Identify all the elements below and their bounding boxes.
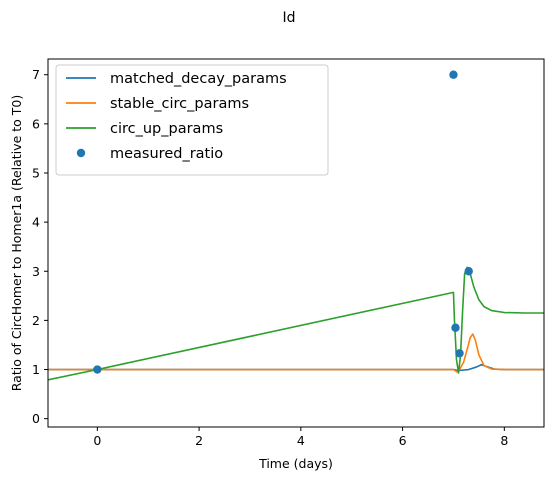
x-tick-label: 6 [399,433,407,448]
plot-lines [48,266,544,381]
y-tick-label: 4 [32,215,40,230]
legend-label-circ_up_params: circ_up_params [110,121,223,137]
x-tick-label: 4 [297,433,305,448]
data-point [449,70,458,79]
x-tick-label: 8 [500,433,508,448]
y-axis: 0 1 2 3 4 5 6 7 [32,67,48,426]
data-point [93,365,102,374]
data-point [455,349,464,358]
legend-label-stable_circ_params: stable_circ_params [110,96,249,112]
y-tick-label: 0 [32,411,40,426]
x-tick-label: 0 [93,433,101,448]
legend-label-matched_decay_params: matched_decay_params [110,71,287,87]
legend-frame [55,64,329,176]
plot-frame [47,58,545,428]
chart-title: Id [282,10,295,26]
y-tick-label: 6 [32,116,40,131]
y-tick-label: 5 [32,165,40,180]
y-tick-label: 1 [32,362,40,377]
data-point [451,323,460,332]
y-axis-label: Ratio of CircHomer to Homer1a (Relative … [9,95,24,391]
legend-swatch-measured_ratio [76,148,86,158]
series-line-stable_circ_params [48,333,544,373]
y-tick-label: 2 [32,313,40,328]
data-point [464,267,473,276]
plot-points [93,70,473,374]
x-axis-label: Time (days) [258,456,333,471]
y-tick-label: 3 [32,264,40,279]
y-tick-label: 7 [32,67,40,82]
x-axis: 0 2 4 6 8 [93,427,508,448]
legend-label-measured_ratio: measured_ratio [110,146,223,162]
legend: matched_decay_params stable_circ_paramsci… [55,64,329,176]
series-line-circ_up_params [48,266,544,381]
x-tick-label: 2 [195,433,203,448]
